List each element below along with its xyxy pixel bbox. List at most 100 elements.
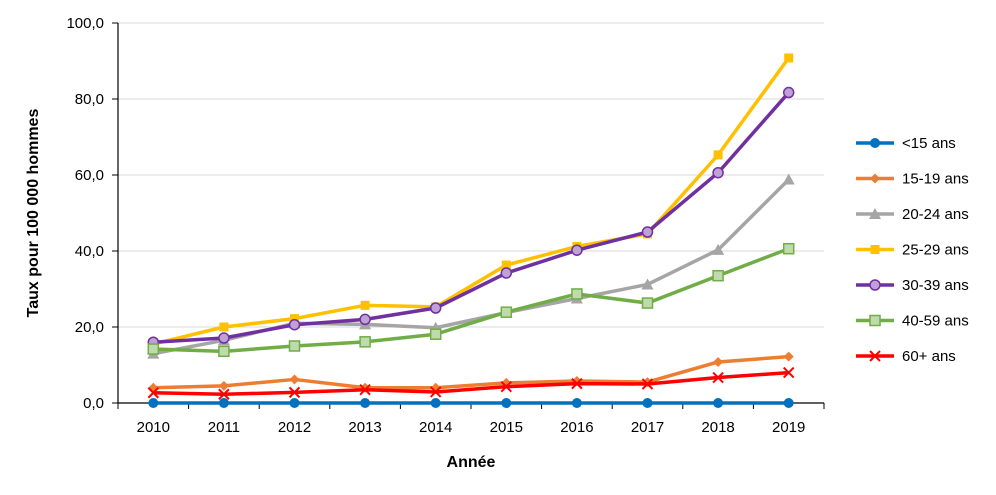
x-tick-label: 2011 <box>208 419 240 436</box>
data-point <box>641 378 654 390</box>
data-point <box>571 288 583 300</box>
gridlines <box>118 22 824 328</box>
data-point <box>500 380 513 393</box>
legend-item: 20-24 ans <box>856 206 969 223</box>
series-line <box>153 370 789 397</box>
data-point <box>359 383 371 396</box>
data-point <box>501 260 511 270</box>
legend-marker <box>869 350 881 362</box>
y-tick-label: 40,0 <box>75 243 104 260</box>
series-line <box>153 247 790 354</box>
data-point <box>218 398 229 408</box>
x-tick-label: 2019 <box>772 419 805 436</box>
legend-label: 60+ ans <box>902 348 956 365</box>
data-point <box>429 302 442 314</box>
series-line <box>153 91 791 344</box>
data-point <box>359 313 371 326</box>
legend-marker <box>869 279 881 291</box>
legend-item: 60+ ans <box>856 348 956 365</box>
data-point <box>783 351 794 362</box>
legend-label: 30-39 ans <box>902 277 969 294</box>
y-tick-label: 20,0 <box>75 319 104 336</box>
legend-marker <box>869 314 881 327</box>
legend: <15 ans 15-19 ans 20-24 ans 25-29 ans 30-39 … <box>856 135 969 365</box>
legend-label: 40-59 ans <box>902 313 969 330</box>
x-tick-label: 2013 <box>348 419 381 436</box>
data-point <box>712 166 724 179</box>
data-point <box>500 267 513 279</box>
x-tick-label: 2016 <box>560 419 593 436</box>
data-point <box>148 398 159 408</box>
data-point <box>712 371 724 384</box>
y-axis-title: Taux pour 100 000 hommes <box>25 109 42 318</box>
x-tick-label: 2014 <box>419 419 452 436</box>
data-point <box>712 269 724 282</box>
series-40-59-ans <box>147 242 795 358</box>
legend-marker <box>870 138 880 148</box>
data-point <box>782 242 795 255</box>
legend-marker <box>869 208 881 219</box>
data-point <box>147 343 160 355</box>
legend-item: 40-59 ans <box>856 313 969 330</box>
y-tick-label: 100,0 <box>66 15 104 32</box>
y-tick-label: 80,0 <box>75 91 104 108</box>
data-point <box>430 398 441 408</box>
data-point <box>288 340 301 352</box>
legend-label: 15-19 ans <box>902 171 969 188</box>
data-point <box>219 322 229 332</box>
data-point <box>290 314 299 324</box>
legend-label: <15 ans <box>902 135 956 152</box>
data-point <box>429 386 442 398</box>
legend-marker <box>870 245 880 254</box>
data-point <box>360 398 371 408</box>
data-point <box>360 300 370 310</box>
data-point <box>359 336 371 348</box>
series-60-ans <box>147 366 795 400</box>
data-point <box>782 366 795 379</box>
x-axis-title: Année <box>447 454 496 471</box>
data-point <box>642 398 653 408</box>
y-tick-label: 60,0 <box>75 167 104 184</box>
data-point <box>218 380 229 391</box>
data-point <box>641 297 654 309</box>
x-tick-label: 2018 <box>701 419 734 436</box>
series-30-39-ans <box>147 86 795 348</box>
data-point <box>712 243 725 255</box>
data-point <box>713 150 723 160</box>
data-point <box>147 387 160 399</box>
data-point <box>783 398 794 408</box>
series-line <box>152 56 791 346</box>
data-point <box>218 345 230 358</box>
data-point <box>571 377 583 390</box>
data-point <box>218 388 230 400</box>
y-tick-labels: 0,0 20,0 40,0 60,0 80,0 100,0 <box>66 15 104 412</box>
data-point <box>713 398 724 408</box>
series-15-ans <box>148 398 794 408</box>
series-20-24-ans <box>147 173 795 359</box>
legend-label: 20-24 ans <box>902 206 969 223</box>
x-tick-label: 2015 <box>490 419 523 436</box>
data-point <box>571 398 582 408</box>
data-point <box>641 226 654 238</box>
x-tick-label: 2012 <box>278 419 311 436</box>
legend-marker <box>870 173 880 184</box>
data-point <box>500 306 513 318</box>
x-tick-label: 2010 <box>137 419 170 436</box>
data-point <box>782 86 795 99</box>
legend-label: 25-29 ans <box>902 242 969 259</box>
series-15-19-ans <box>148 351 794 393</box>
legend-item: 25-29 ans <box>856 242 969 259</box>
y-tick-label: 0,0 <box>83 395 104 412</box>
data-point <box>784 53 794 63</box>
x-tick-label: 2017 <box>631 419 664 436</box>
data-point <box>571 244 583 256</box>
x-tick-labels: 2010 2011 2012 2013 2014 2015 2016 2017 2018 2019 <box>137 419 806 436</box>
data-point <box>288 386 301 399</box>
data-point <box>713 356 724 367</box>
data-point <box>641 278 654 290</box>
data-point <box>218 332 230 344</box>
series-line <box>153 354 789 390</box>
data-point <box>289 374 300 385</box>
legend-item: <15 ans <box>856 135 956 152</box>
